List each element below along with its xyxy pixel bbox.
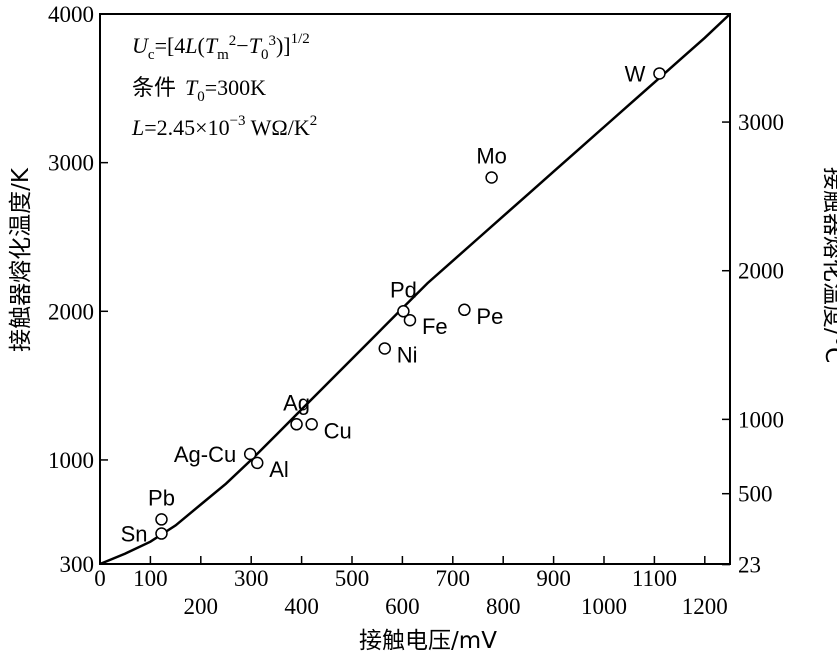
plot-frame: [99, 13, 731, 565]
point-pe: [458, 303, 471, 317]
point-label-ag: Ag: [283, 390, 310, 415]
y-right-tick-label-1: 500: [738, 482, 773, 507]
y-left-tick-label-0: 300: [60, 552, 95, 577]
x-axis-title: 接触电压/mV: [359, 628, 497, 654]
x-tick-label-lower-2: 600: [385, 594, 420, 619]
y-axis-title-left: 接触器熔化温度/K: [8, 167, 34, 352]
y-right-tick-label-0: 23: [738, 553, 761, 578]
point-label-pd: Pd: [390, 277, 417, 302]
x-tick-label-lower-1: 400: [284, 594, 319, 619]
x-tick-label-upper-3: 500: [335, 566, 370, 591]
condition-text: T0=300K: [185, 75, 266, 105]
x-tick-label-lower-3: 800: [486, 594, 521, 619]
point-w: [653, 67, 666, 80]
point-label-pb: Pb: [148, 485, 175, 510]
y-left-tick-label-1: 1000: [48, 448, 94, 473]
point-ag: [290, 418, 303, 431]
point-label-fe: Fe: [422, 314, 448, 339]
axis-ticks: 0 100 300 500 700 900 1100 200 400 600 800 1000 1200…: [48, 2, 784, 619]
point-label-mo: Mo: [476, 144, 507, 169]
y-left-tick-label-3: 3000: [48, 151, 94, 176]
point-mo: [485, 171, 498, 184]
point-cu: [305, 418, 318, 431]
point-label-sn: Sn: [121, 522, 148, 547]
point-pb: [155, 513, 168, 526]
y-right-tick-label-3: 2000: [738, 259, 784, 284]
y-left-tick-label-2: 2000: [48, 299, 94, 324]
x-tick-label-upper-4: 700: [436, 566, 471, 591]
point-label-cu: Cu: [324, 418, 352, 443]
point-sn: [155, 527, 168, 540]
point-label-agcu: Ag-Cu: [174, 442, 236, 467]
x-tick-label-upper-6: 1100: [632, 566, 677, 591]
y-left-tick-label-4: 4000: [48, 2, 94, 27]
x-tick-label-lower-4: 1000: [581, 594, 627, 619]
x-tick-label-upper-1: 100: [133, 566, 168, 591]
x-tick-label-upper-5: 900: [536, 566, 571, 591]
point-ni: [378, 342, 392, 355]
point-al: [250, 456, 264, 470]
formula-text: Uc=[4L(Tm2−T03)]1/2: [132, 31, 310, 63]
condition-prefix: 条件: [132, 76, 176, 101]
x-tick-label-lower-0: 200: [184, 594, 219, 619]
point-agcu: [243, 447, 257, 461]
y-right-tick-label-4: 3000: [738, 110, 784, 135]
x-tick-label-upper-0: 0: [94, 566, 106, 591]
point-label-ni: Ni: [397, 342, 418, 367]
point-fe: [403, 313, 417, 327]
theory-curve: [99, 13, 731, 566]
point-label-w: W: [625, 61, 646, 86]
point-pd: [397, 305, 410, 318]
point-label-al: Al: [269, 457, 289, 482]
y-right-tick-label-2: 1000: [738, 407, 784, 432]
x-tick-label-lower-5: 1200: [682, 594, 728, 619]
constant-text: L=2.45×10−3 WΩ/K2: [131, 113, 317, 140]
point-label-pe: Pe: [476, 304, 503, 329]
x-tick-label-upper-2: 300: [234, 566, 269, 591]
y-axis-title-right: 接触器熔化温度/°C: [820, 167, 837, 363]
